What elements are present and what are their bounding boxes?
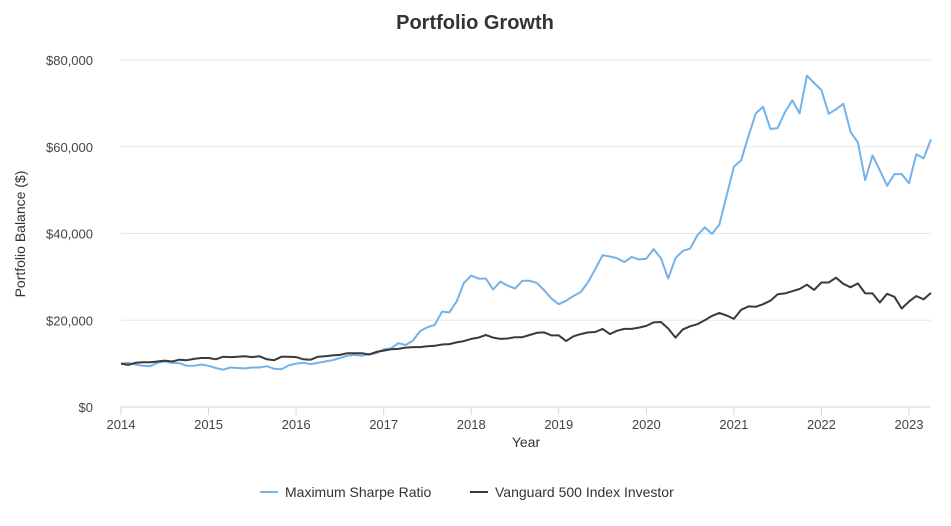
y-tick-label: $60,000 [46, 140, 93, 155]
x-tick-label: 2022 [807, 417, 836, 432]
x-tick-label: 2018 [457, 417, 486, 432]
x-tick-label: 2015 [194, 417, 223, 432]
legend-label: Maximum Sharpe Ratio [285, 484, 431, 500]
x-tick-label: 2014 [107, 417, 136, 432]
x-tick-label: 2020 [632, 417, 661, 432]
legend-label: Vanguard 500 Index Investor [495, 484, 674, 500]
legend-item-max-sharpe[interactable]: Maximum Sharpe Ratio [260, 484, 431, 500]
series-line-0 [120, 74, 932, 371]
x-axis-label: Year [512, 434, 541, 450]
x-tick-label: 2023 [895, 417, 924, 432]
x-tick-label: 2019 [544, 417, 573, 432]
legend: Maximum Sharpe Ratio Vanguard 500 Index … [260, 484, 674, 500]
x-tick-label: 2017 [369, 417, 398, 432]
y-tick-label: $20,000 [46, 313, 93, 328]
y-axis-label: Portfolio Balance ($) [12, 171, 28, 298]
y-tick-label: $40,000 [46, 227, 93, 242]
y-tick-label: $80,000 [46, 53, 93, 68]
legend-item-vanguard[interactable]: Vanguard 500 Index Investor [470, 484, 674, 500]
chart-title: Portfolio Growth [396, 12, 554, 34]
y-tick-label: $0 [79, 400, 93, 415]
x-tick-label: 2021 [719, 417, 748, 432]
x-tick-label: 2016 [282, 417, 311, 432]
y-axis-ticks: $0 $20,000 $40,000 $60,000 $80,000 [46, 53, 93, 415]
series-line-1 [120, 276, 932, 366]
x-axis-ticks: 2014 2015 2016 2017 2018 2019 2020 2021 2022 2023 [107, 407, 924, 432]
series-lines [120, 74, 932, 371]
gridlines [121, 59, 931, 321]
